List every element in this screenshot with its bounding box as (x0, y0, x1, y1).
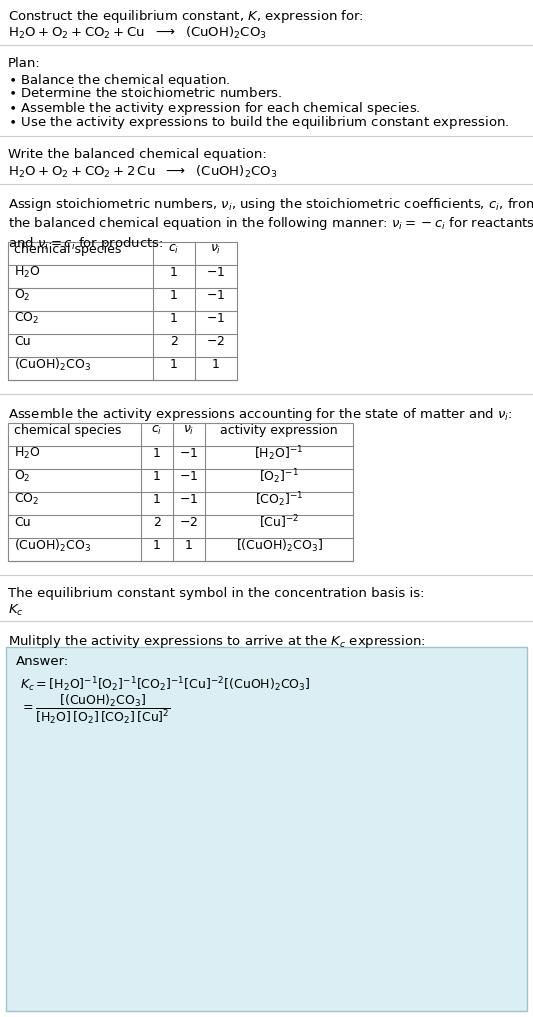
Text: 1: 1 (185, 539, 193, 552)
Text: $-1$: $-1$ (180, 493, 199, 506)
Text: Answer:: Answer: (16, 655, 69, 668)
Text: 2: 2 (170, 335, 178, 348)
Text: chemical species: chemical species (14, 424, 122, 437)
Text: $-2$: $-2$ (180, 516, 199, 529)
Text: $\mathrm{(CuOH)_2CO_3}$: $\mathrm{(CuOH)_2CO_3}$ (14, 356, 91, 372)
Text: $\mathrm{CO_2}$: $\mathrm{CO_2}$ (14, 311, 39, 326)
Text: Assign stoichiometric numbers, $\nu_i$, using the stoichiometric coefficients, $: Assign stoichiometric numbers, $\nu_i$, … (8, 196, 533, 252)
Text: 1: 1 (212, 358, 220, 371)
Text: 1: 1 (170, 266, 178, 279)
Text: $K_c$: $K_c$ (8, 603, 23, 618)
Text: $[\mathrm{Cu}]^{-2}$: $[\mathrm{Cu}]^{-2}$ (259, 514, 299, 531)
Text: Construct the equilibrium constant, $K$, expression for:: Construct the equilibrium constant, $K$,… (8, 8, 364, 25)
Text: $-1$: $-1$ (180, 447, 199, 460)
Text: $[\mathrm{H_2O}]^{-1}$: $[\mathrm{H_2O}]^{-1}$ (254, 444, 304, 463)
Text: 1: 1 (153, 493, 161, 506)
Text: $c_i$: $c_i$ (151, 424, 163, 437)
Text: $-1$: $-1$ (206, 266, 225, 279)
Text: 1: 1 (153, 539, 161, 552)
Text: Mulitply the activity expressions to arrive at the $K_c$ expression:: Mulitply the activity expressions to arr… (8, 633, 426, 650)
Text: $[\mathrm{CO_2}]^{-1}$: $[\mathrm{CO_2}]^{-1}$ (255, 490, 303, 508)
Text: $-2$: $-2$ (206, 335, 225, 348)
Text: $\bullet$ Balance the chemical equation.: $\bullet$ Balance the chemical equation. (8, 72, 230, 89)
Text: $\mathrm{H_2O}$: $\mathrm{H_2O}$ (14, 265, 41, 280)
Text: $\bullet$ Assemble the activity expression for each chemical species.: $\bullet$ Assemble the activity expressi… (8, 100, 421, 117)
Text: $-1$: $-1$ (206, 312, 225, 325)
Text: $-1$: $-1$ (180, 470, 199, 483)
Text: $= \dfrac{[(\mathrm{CuOH})_2\mathrm{CO_3}]}{[\mathrm{H_2O}]\,[\mathrm{O_2}]\,[\m: $= \dfrac{[(\mathrm{CuOH})_2\mathrm{CO_3… (20, 693, 171, 726)
Text: $\bullet$ Determine the stoichiometric numbers.: $\bullet$ Determine the stoichiometric n… (8, 86, 282, 100)
Text: 1: 1 (170, 312, 178, 325)
Text: $K_c = [\mathrm{H_2O}]^{-1}[\mathrm{O_2}]^{-1}[\mathrm{CO_2}]^{-1}[\mathrm{Cu}]^: $K_c = [\mathrm{H_2O}]^{-1}[\mathrm{O_2}… (20, 675, 311, 694)
Text: $[\mathrm{O_2}]^{-1}$: $[\mathrm{O_2}]^{-1}$ (259, 467, 299, 486)
Text: Cu: Cu (14, 335, 30, 348)
Text: $\nu_i$: $\nu_i$ (211, 243, 222, 256)
Text: Cu: Cu (14, 516, 30, 529)
Text: $\mathrm{(CuOH)_2CO_3}$: $\mathrm{(CuOH)_2CO_3}$ (14, 537, 91, 553)
Text: 1: 1 (153, 470, 161, 483)
Text: $\bullet$ Use the activity expressions to build the equilibrium constant express: $\bullet$ Use the activity expressions t… (8, 114, 510, 131)
Text: chemical species: chemical species (14, 243, 122, 256)
Text: $\mathrm{H_2O + O_2 + CO_2 + Cu}$  $\longrightarrow$  $\mathrm{(CuOH)_2CO_3}$: $\mathrm{H_2O + O_2 + CO_2 + Cu}$ $\long… (8, 25, 266, 41)
Text: $\mathrm{H_2O}$: $\mathrm{H_2O}$ (14, 445, 41, 461)
Text: Assemble the activity expressions accounting for the state of matter and $\nu_i$: Assemble the activity expressions accoun… (8, 406, 513, 423)
Bar (6, 647, 527, 1011)
Text: Plan:: Plan: (8, 57, 41, 70)
Text: $[(\mathrm{CuOH})_2\mathrm{CO_3}]$: $[(\mathrm{CuOH})_2\mathrm{CO_3}]$ (236, 537, 322, 553)
Text: $\nu_i$: $\nu_i$ (183, 424, 195, 437)
Text: 1: 1 (170, 289, 178, 302)
Text: 1: 1 (153, 447, 161, 460)
Text: 2: 2 (153, 516, 161, 529)
Text: $\mathrm{O_2}$: $\mathrm{O_2}$ (14, 469, 30, 484)
Text: $\mathrm{CO_2}$: $\mathrm{CO_2}$ (14, 492, 39, 507)
Text: $c_i$: $c_i$ (168, 243, 180, 256)
Text: $-1$: $-1$ (206, 289, 225, 302)
Text: Write the balanced chemical equation:: Write the balanced chemical equation: (8, 148, 266, 161)
Text: $\mathrm{O_2}$: $\mathrm{O_2}$ (14, 288, 30, 303)
Text: 1: 1 (170, 358, 178, 371)
Bar (8, 242, 237, 380)
Text: The equilibrium constant symbol in the concentration basis is:: The equilibrium constant symbol in the c… (8, 587, 424, 600)
Text: activity expression: activity expression (220, 424, 338, 437)
Bar (8, 423, 353, 561)
Text: $\mathrm{H_2O + O_2 + CO_2 + 2\,Cu}$  $\longrightarrow$  $\mathrm{(CuOH)_2CO_3}$: $\mathrm{H_2O + O_2 + CO_2 + 2\,Cu}$ $\l… (8, 164, 277, 180)
